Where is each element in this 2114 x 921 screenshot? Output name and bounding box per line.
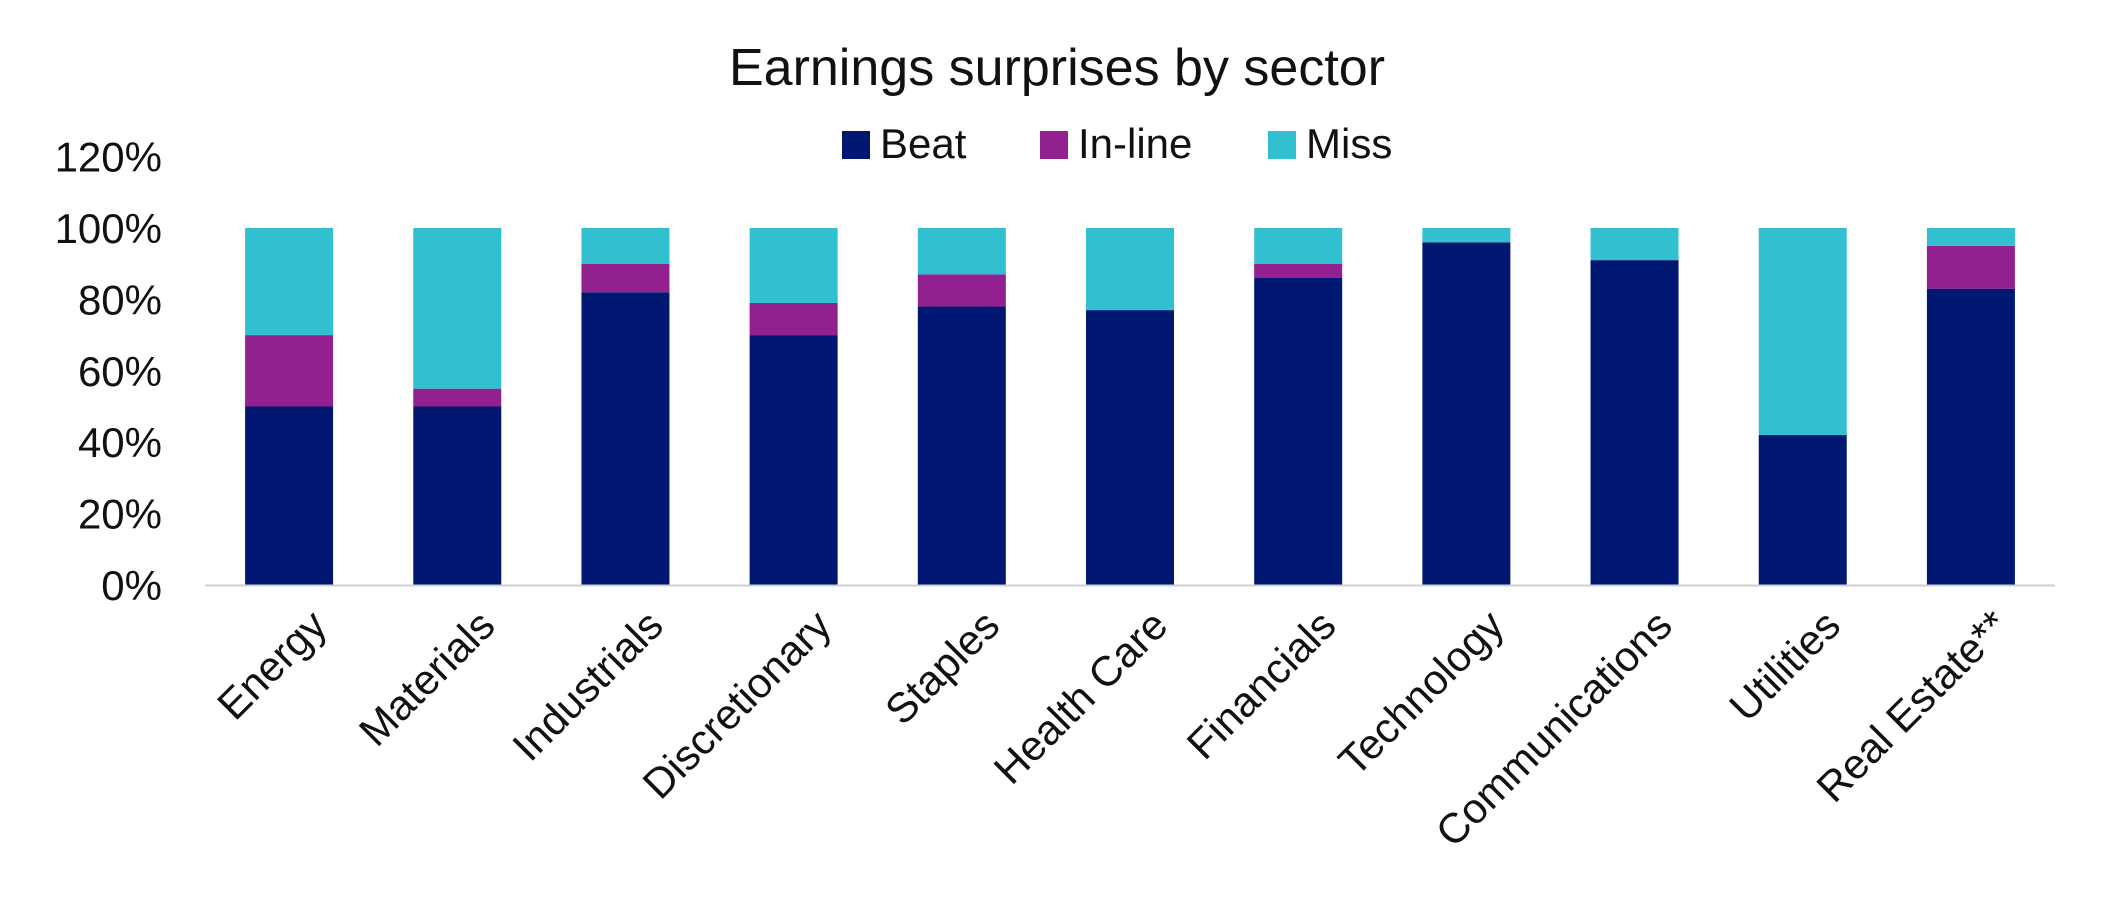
bar-energy-beat	[245, 406, 334, 585]
bar-communications-beat	[1590, 260, 1679, 585]
bar-discretionary-miss	[749, 228, 838, 303]
legend-swatch-miss	[1268, 131, 1296, 159]
bar-financials-miss	[1254, 228, 1343, 264]
x-tick-label: Health Care	[985, 601, 1177, 793]
y-tick-label: 0%	[101, 562, 162, 609]
x-tick-label: Financials	[1178, 601, 1345, 768]
y-tick-label: 80%	[78, 276, 162, 323]
y-tick-label: 60%	[78, 348, 162, 395]
x-tick-label: Materials	[350, 601, 504, 755]
y-tick-label: 40%	[78, 419, 162, 466]
bar-real-estate-beat	[1926, 288, 2015, 585]
x-tick-label: Technology	[1329, 601, 1512, 784]
bar-real-estate-in-line	[1926, 245, 2015, 289]
y-axis: 0% 20% 40% 60% 80% 100% 120%	[55, 134, 162, 609]
legend-label-miss: Miss	[1306, 120, 1392, 167]
bar-staples-in-line	[917, 274, 1006, 307]
bar-industrials-beat	[581, 292, 670, 585]
bar-discretionary-beat	[749, 335, 838, 585]
bar-industrials-miss	[581, 228, 670, 264]
y-tick-label: 100%	[55, 205, 162, 252]
legend-label-in-line: In-line	[1078, 120, 1192, 167]
legend-swatch-in-line	[1040, 131, 1068, 159]
chart-title: Earnings surprises by sector	[728, 39, 1386, 97]
x-tick-label: Energy	[208, 601, 335, 728]
bar-real-estate-miss	[1926, 228, 2015, 246]
bar-staples-beat	[917, 306, 1006, 585]
bar-utilities-beat	[1758, 435, 1847, 585]
x-tick-label: Utilities	[1720, 601, 1849, 730]
bar-staples-miss	[917, 228, 1006, 275]
bar-health-care-miss	[1086, 228, 1174, 311]
x-tick-label: Industrials	[503, 601, 672, 770]
bar-energy-miss	[245, 228, 334, 336]
legend-swatch-beat	[842, 131, 870, 159]
bar-financials-beat	[1254, 277, 1343, 585]
bar-financials-in-line	[1254, 263, 1343, 278]
y-tick-label: 20%	[78, 491, 162, 538]
y-tick-label: 120%	[55, 134, 162, 181]
bar-materials-in-line	[413, 388, 502, 407]
chart-legend: Beat In-line Miss	[842, 120, 1392, 167]
bar-discretionary-in-line	[749, 302, 838, 336]
x-tick-label: Staples	[876, 601, 1008, 733]
bar-area	[245, 228, 2015, 585]
bar-materials-miss	[413, 228, 502, 389]
bar-materials-beat	[413, 406, 502, 585]
bar-communications-miss	[1590, 228, 1679, 261]
bar-technology-miss	[1422, 228, 1511, 243]
bar-technology-beat	[1422, 242, 1511, 585]
bar-industrials-in-line	[581, 263, 670, 293]
bar-energy-in-line	[245, 335, 334, 407]
bar-utilities-miss	[1758, 228, 1847, 436]
legend-label-beat: Beat	[880, 120, 967, 167]
bar-health-care-beat	[1086, 310, 1174, 585]
